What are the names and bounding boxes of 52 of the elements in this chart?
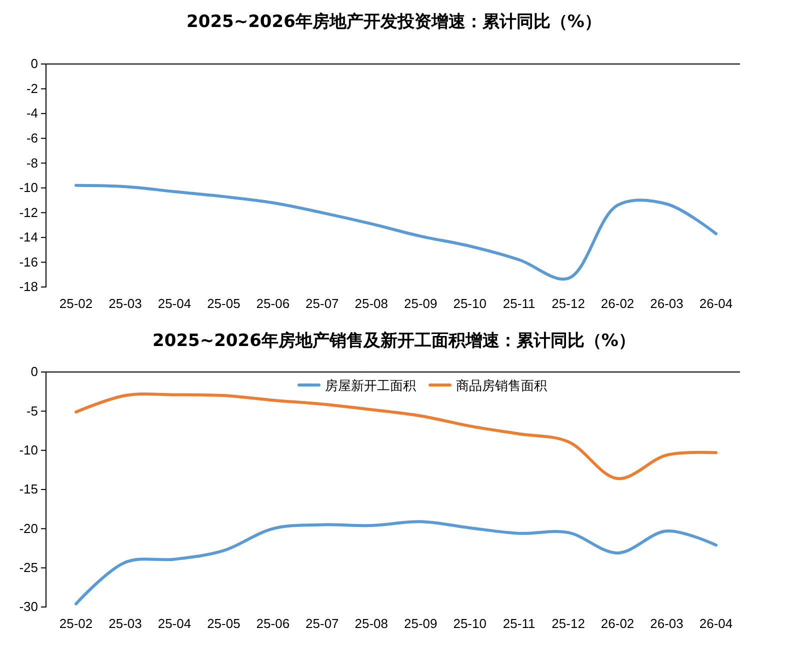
- y-tick-label: -16: [19, 254, 38, 270]
- y-tick-label: -14: [19, 230, 38, 245]
- y-tick-label: 0: [30, 56, 38, 72]
- y-tick-label: -10: [19, 442, 38, 458]
- x-tick-label: 25-12: [552, 616, 585, 632]
- line-series: [74, 520, 718, 606]
- x-tick-label: 26-02: [600, 296, 634, 312]
- y-tick-label: -12: [19, 204, 38, 220]
- line-series: [74, 392, 718, 480]
- x-tick-label: 26-04: [699, 296, 733, 312]
- x-tick-label: 25-06: [256, 616, 290, 632]
- x-tick-label: 25-04: [158, 616, 192, 632]
- x-tick-label: 25-11: [502, 616, 536, 632]
- x-tick-label: 25-12: [552, 296, 585, 312]
- x-tick-label: 26-02: [600, 616, 634, 632]
- y-tick-label: -20: [19, 520, 38, 536]
- line-series: [74, 184, 718, 280]
- y-tick-label: -10: [19, 180, 38, 196]
- x-tick-label: 26-03: [650, 616, 684, 632]
- chart-title: 2025~2026年房地产销售及新开工面积增速：累计同比（%）: [152, 331, 636, 351]
- x-tick-label: 25-05: [207, 616, 240, 632]
- x-tick-label: 25-10: [453, 296, 486, 312]
- y-tick-label: -5: [26, 403, 38, 418]
- x-tick-label: 25-10: [453, 616, 486, 632]
- x-tick-label: 25-08: [354, 296, 388, 312]
- chart-title: 2025~2026年房地产开发投资增速：累计同比（%）: [186, 12, 602, 32]
- x-tick-label: 25-02: [59, 296, 93, 312]
- y-tick-label: -6: [26, 130, 38, 146]
- y-tick-label: 0: [30, 364, 38, 380]
- x-tick-label: 25-11: [502, 296, 536, 312]
- x-tick-label: 26-03: [650, 296, 684, 312]
- x-tick-label: 25-02: [59, 616, 93, 632]
- y-tick-label: -15: [19, 482, 38, 497]
- y-tick-label: -30: [19, 599, 38, 614]
- y-tick-label: -4: [26, 106, 38, 121]
- x-tick-label: 25-08: [354, 616, 388, 632]
- y-tick-label: -2: [26, 80, 38, 96]
- x-tick-label: 25-03: [108, 616, 142, 632]
- x-tick-label: 25-06: [256, 296, 290, 312]
- x-tick-label: 25-07: [306, 296, 339, 312]
- x-tick-label: 25-05: [207, 296, 240, 312]
- x-tick-label: 26-04: [699, 616, 733, 632]
- legend-label: 房屋新开工面积: [325, 378, 416, 394]
- legend-label: 商品房销售面积: [456, 378, 547, 394]
- y-tick-label: -18: [19, 279, 38, 294]
- x-tick-label: 25-07: [306, 616, 339, 632]
- y-tick-label: -25: [19, 560, 38, 575]
- x-tick-label: 25-03: [108, 296, 142, 312]
- y-tick-label: -8: [26, 155, 38, 170]
- x-tick-label: 25-09: [404, 616, 438, 632]
- x-tick-label: 25-04: [158, 296, 192, 312]
- x-tick-label: 25-09: [404, 296, 438, 312]
